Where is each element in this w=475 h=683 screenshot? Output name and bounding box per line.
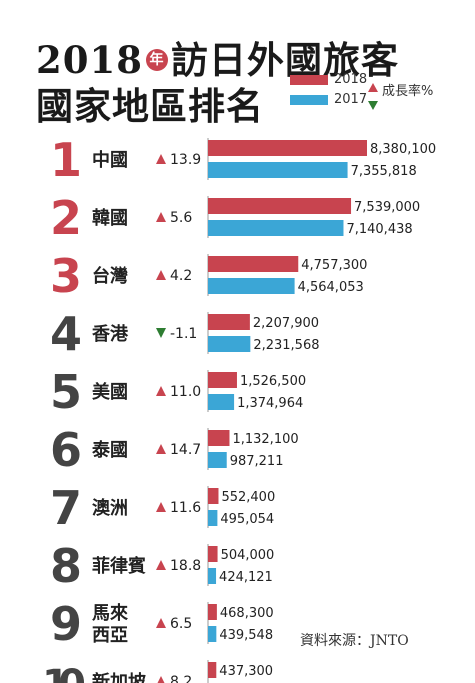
growth-value: 5.6 (170, 210, 192, 226)
legend-label-2017: 2017 (334, 92, 368, 107)
data-label-2017: 7,140,438 (346, 222, 412, 237)
data-label-2017: 1,374,964 (237, 396, 303, 411)
bar-2017 (208, 336, 251, 352)
bar-2017 (208, 278, 295, 294)
bar-2018 (208, 662, 217, 678)
category-label: 美國 (92, 381, 128, 403)
data-label-2018: 468,300 (220, 606, 274, 621)
rank-number: 7 (50, 481, 82, 535)
data-label-2017: 4,564,053 (298, 280, 364, 295)
legend-growth: 成長率% (368, 80, 434, 110)
bar-2018 (208, 140, 367, 156)
bar-2017 (208, 626, 217, 642)
growth-up-triangle (156, 386, 166, 396)
data-label-2018: 8,380,100 (370, 142, 436, 157)
bar-2017 (208, 568, 217, 584)
legend-down-triangle-icon (368, 101, 378, 110)
legend-up-triangle-icon (368, 83, 378, 92)
rank-number: 1 (50, 133, 82, 187)
bar-2018 (208, 372, 237, 388)
legend-2018: 2018 (290, 72, 367, 87)
bar-2018 (208, 604, 217, 620)
data-label-2017: 424,121 (219, 570, 273, 585)
rank-number: 9 (50, 597, 82, 651)
rank-number: 2 (50, 191, 82, 245)
rank-number: 10 (42, 662, 86, 683)
category-label: 新加坡 (92, 671, 147, 683)
category-label: 西亞 (92, 625, 128, 646)
data-label-2017: 7,355,818 (351, 164, 417, 179)
rank-number: 8 (50, 539, 82, 593)
category-label: 馬來 (92, 602, 128, 624)
legend-2017: 2017 (290, 92, 367, 107)
legend-label-2018: 2018 (334, 72, 368, 87)
title-line-1-rest: 訪日外國旅客 (170, 38, 399, 82)
growth-up-triangle (156, 212, 166, 222)
category-label: 澳洲 (92, 497, 128, 519)
growth-value: 14.7 (170, 442, 201, 458)
growth-up-triangle (156, 270, 166, 280)
bar-2018 (208, 546, 218, 562)
bar-2018 (208, 314, 250, 330)
legend-swatch-2017 (290, 94, 328, 105)
growth-value: 8.2 (170, 674, 192, 683)
data-label-2018: 1,526,500 (240, 374, 306, 389)
category-label: 中國 (92, 149, 128, 171)
growth-up-triangle (156, 560, 166, 570)
growth-value: 6.5 (170, 616, 192, 632)
data-label-2017: 495,054 (220, 512, 274, 527)
category-label: 菲律賓 (92, 555, 146, 577)
growth-up-triangle (157, 676, 165, 683)
data-label-2018: 504,000 (221, 548, 275, 563)
rank-number: 3 (50, 249, 82, 303)
rank-number: 5 (50, 365, 82, 419)
data-label-2018: 1,132,100 (232, 432, 298, 447)
rank-number: 4 (50, 307, 82, 361)
chart-title-line-1: 2018 年訪日外國旅客 (36, 30, 399, 84)
bar-2018 (208, 256, 299, 272)
growth-up-triangle (156, 154, 166, 164)
growth-value: 13.9 (170, 152, 201, 168)
growth-up-triangle (156, 444, 166, 454)
category-label: 香港 (91, 324, 129, 345)
data-label-2018: 2,207,900 (253, 316, 319, 331)
data-label-2018: 4,757,300 (301, 258, 367, 273)
legend-swatch-2018 (290, 74, 328, 85)
bar-2017 (208, 394, 235, 410)
chart-title-line-2: 國家地區排名 (36, 84, 264, 128)
bar-2018 (208, 198, 352, 214)
category-label: 泰國 (91, 439, 128, 461)
growth-value: 11.6 (170, 500, 201, 516)
bar-2017 (208, 220, 344, 236)
growth-value: -1.1 (170, 326, 197, 342)
growth-value: 18.8 (170, 558, 201, 574)
year-badge: 年 (145, 48, 168, 71)
data-label-2017: 439,548 (219, 628, 273, 643)
growth-value: 4.2 (170, 268, 192, 284)
bar-2017 (208, 510, 218, 526)
rank-number: 6 (50, 423, 82, 477)
bar-2018 (208, 488, 219, 504)
growth-up-triangle (156, 502, 166, 512)
category-label: 韓國 (92, 207, 128, 229)
data-label-2018: 7,539,000 (354, 200, 420, 215)
category-label: 台灣 (92, 265, 128, 287)
bar-2017 (208, 162, 348, 178)
growth-up-triangle (156, 618, 166, 628)
bar-2017 (208, 452, 227, 468)
growth-down-triangle (156, 328, 166, 338)
legend-growth-label: 成長率% (382, 84, 434, 99)
data-label-2017: 987,211 (230, 454, 284, 469)
data-label-2018: 552,400 (221, 490, 275, 505)
source-note: 資料來源：JNTO (300, 633, 409, 649)
data-label-2018: 437,300 (219, 664, 273, 679)
title-year: 2018 (36, 38, 143, 82)
data-label-2017: 2,231,568 (253, 338, 319, 353)
bar-2018 (208, 430, 230, 446)
growth-value: 11.0 (170, 384, 201, 400)
